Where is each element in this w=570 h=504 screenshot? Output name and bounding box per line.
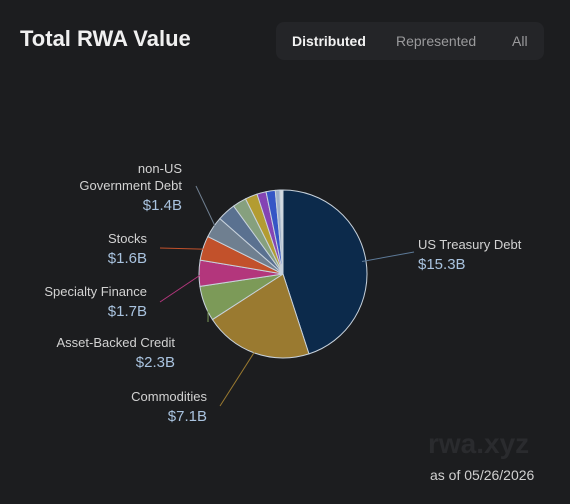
slice-label: Stocks $1.6B — [108, 230, 147, 267]
value-label: $1.6B — [107, 250, 147, 267]
as-of-date: as of 05/26/2026 — [430, 467, 535, 483]
value-label: $2.3B — [135, 354, 175, 371]
category-label: Stocks — [107, 231, 147, 246]
pie-slice — [211, 273, 310, 359]
slice-label: non-US Government Debt $1.4B — [67, 160, 182, 214]
category-label: Commodities — [131, 389, 207, 404]
slice-label: Commodities $7.1B — [131, 388, 207, 425]
value-label: $1.7B — [107, 303, 147, 320]
tab[interactable]: Represented — [396, 33, 477, 49]
category-label: Specialty Finance — [44, 284, 147, 299]
category-label: Asset-Backed Credit — [56, 335, 176, 350]
slice-label: US Treasury Debt $15.3B — [418, 236, 521, 273]
watermark: rwa.xyz — [428, 428, 530, 459]
leader-line — [361, 251, 415, 262]
value-label: $1.4B — [142, 197, 182, 214]
slice-label: Specialty Finance $1.7B — [44, 283, 147, 320]
leader-line — [195, 185, 218, 230]
value-label: $15.3B — [418, 256, 466, 273]
title: Total RWA Value — [20, 26, 191, 51]
leader-line — [219, 349, 257, 407]
tab-bar: Distributed Represented All — [276, 22, 544, 60]
tab[interactable]: Distributed — [292, 33, 366, 49]
slice-label: Asset-Backed Credit $2.3B — [57, 334, 176, 371]
pie-slice — [279, 189, 284, 275]
leader-line — [159, 272, 204, 303]
leader-line — [159, 247, 207, 250]
category-label: US Treasury Debt — [418, 237, 522, 252]
tab[interactable]: All — [512, 33, 528, 49]
value-label: $7.1B — [167, 408, 207, 425]
category-label: non-US Government Debt — [79, 161, 182, 193]
